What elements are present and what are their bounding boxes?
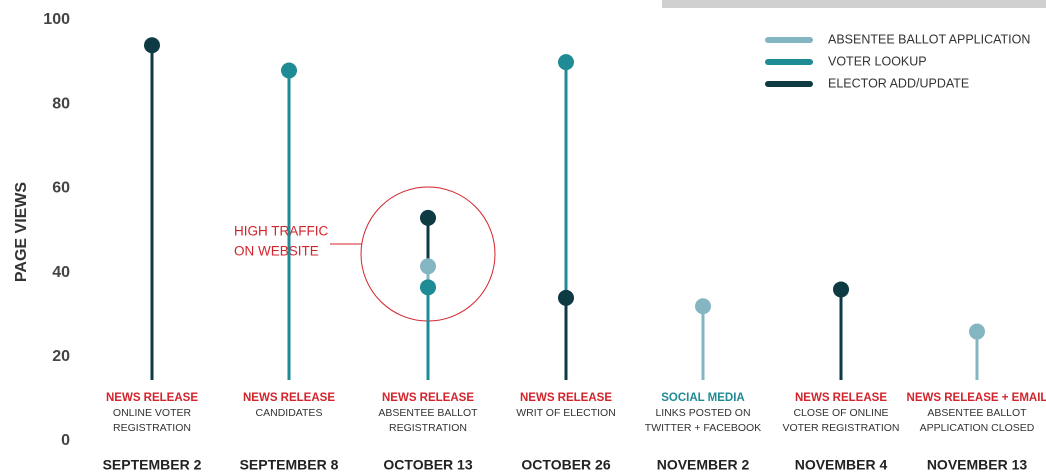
x-tick-label: NOVEMBER 13 [927,457,1028,473]
dot [420,258,436,275]
note-type: NEWS RELEASE [106,392,198,404]
note-text: ONLINE VOTER [113,407,192,419]
callout-text: ON WEBSITE [234,244,319,259]
dot [695,298,711,315]
note-text: ABSENTEE BALLOT [927,407,1027,419]
note-text: CLOSE OF ONLINE [793,407,888,419]
dot [833,281,849,298]
note-type: NEWS RELEASE [243,392,335,404]
dot [281,62,297,79]
note-text: APPLICATION CLOSED [920,422,1035,434]
note-type: SOCIAL MEDIA [661,392,745,404]
y-tick-label: 60 [52,180,70,197]
note-type: NEWS RELEASE [382,392,474,404]
note-text: REGISTRATION [113,422,191,434]
y-tick-label: 40 [52,264,70,281]
note-text: VOTER REGISTRATION [782,422,899,434]
dot [558,289,574,306]
dot [969,323,985,340]
note-type: NEWS RELEASE [795,392,887,404]
dot [144,37,160,54]
dot [558,54,574,71]
note-text: LINKS POSTED ON [655,407,750,419]
x-tick-label: NOVEMBER 2 [657,457,750,473]
dot [420,209,436,226]
legend-label: ABSENTEE BALLOT APPLICATION [828,32,1030,46]
note-text: ABSENTEE BALLOT [378,407,478,419]
legend-label: ELECTOR ADD/UPDATE [828,76,969,90]
note-text: REGISTRATION [389,422,467,434]
y-axis-label: PAGE VIEWS [13,182,30,282]
y-tick-label: 20 [52,348,70,365]
callout-text: HIGH TRAFFIC [234,224,329,239]
note-type: NEWS RELEASE [520,392,612,404]
note-text: CANDIDATES [256,407,323,419]
y-tick-label: 0 [61,432,70,449]
note-type: NEWS RELEASE + EMAIL [907,392,1046,404]
y-tick-label: 100 [43,11,70,28]
x-tick-label: NOVEMBER 4 [795,457,888,473]
y-tick-label: 80 [52,95,70,112]
scroll-bar [662,0,1046,8]
x-tick-label: OCTOBER 26 [521,457,610,473]
x-tick-label: OCTOBER 13 [383,457,472,473]
note-text: WRIT OF ELECTION [516,407,616,419]
dot [420,279,436,296]
legend-label: VOTER LOOKUP [828,54,927,68]
x-tick-label: SEPTEMBER 2 [103,457,202,473]
x-tick-label: SEPTEMBER 8 [240,457,339,473]
note-text: TWITTER + FACEBOOK [645,422,761,434]
